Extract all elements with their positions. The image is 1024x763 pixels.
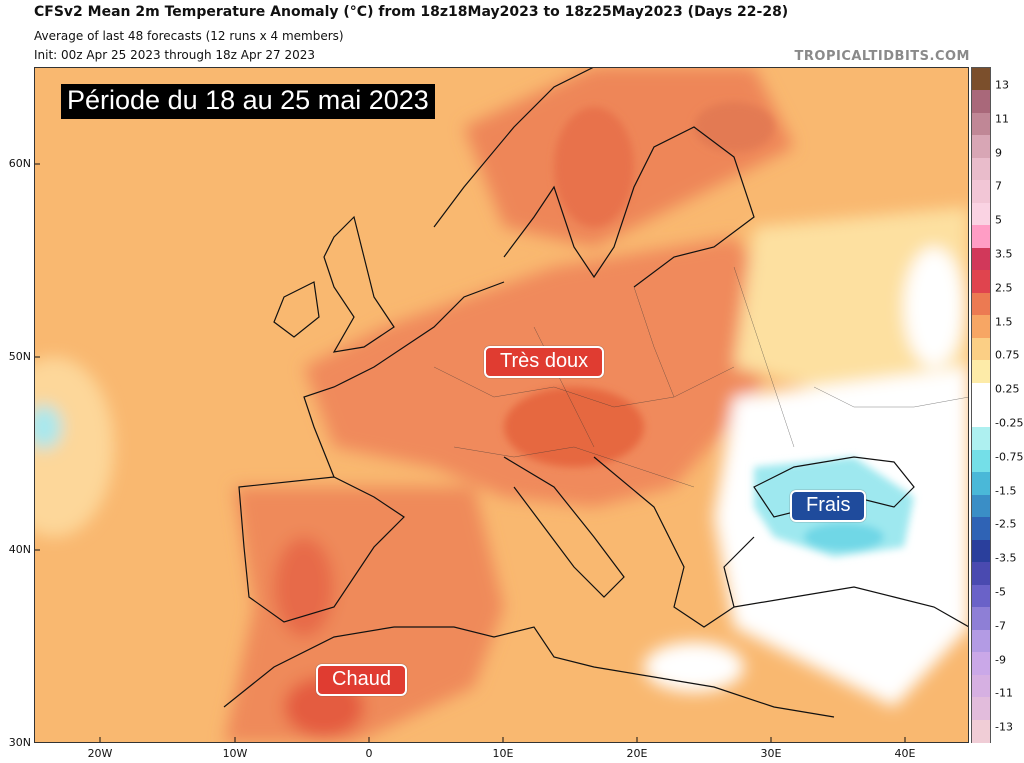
colorbar-segment xyxy=(972,607,990,631)
colorbar-segment xyxy=(972,315,990,339)
colorbar-label: 9 xyxy=(995,146,1002,160)
label-frais: Frais xyxy=(790,490,867,522)
lat-label-30n: 30N xyxy=(8,736,31,749)
colorbar-label: 11 xyxy=(995,112,1009,126)
coast-balkans xyxy=(593,456,755,628)
colorbar-label: -9 xyxy=(995,653,1006,667)
colorbar-segment xyxy=(972,247,990,271)
border-line-2 xyxy=(453,446,695,488)
colorbar-segment xyxy=(972,674,990,698)
lon-label-10w: 10W xyxy=(222,747,248,760)
lon-label-20w: 20W xyxy=(87,747,113,760)
label-chaud: Chaud xyxy=(316,664,407,696)
map-subtitle-init: Init: 00z Apr 25 2023 through 18z Apr 27… xyxy=(34,48,315,62)
lon-label-0: 0 xyxy=(365,747,373,760)
colorbar-segment xyxy=(972,697,990,721)
lon-label-30e: 30E xyxy=(760,747,782,760)
colorbar-segment xyxy=(972,427,990,451)
map-frame xyxy=(34,67,969,743)
colorbar-segment xyxy=(972,337,990,361)
colorbar-label: -7 xyxy=(995,619,1006,633)
neutral-east-spot xyxy=(904,247,964,367)
colorbar-label: 13 xyxy=(995,78,1009,92)
colorbar-label: -0.25 xyxy=(995,416,1024,430)
colorbar-segment xyxy=(972,405,990,428)
border-line-4 xyxy=(633,286,675,398)
colorbar-segment xyxy=(972,472,990,496)
cool-atlantic-spot xyxy=(34,405,62,449)
period-banner: Période du 18 au 25 mai 2023 xyxy=(61,84,435,119)
colorbar-label: 2.5 xyxy=(995,281,1013,295)
colorbar-segment xyxy=(972,68,990,91)
colorbar-label: 0.75 xyxy=(995,348,1020,362)
map-title: CFSv2 Mean 2m Temperature Anomaly (°C) f… xyxy=(34,4,789,20)
hot-finland-spot xyxy=(694,102,774,152)
colorbar-segment xyxy=(972,652,990,676)
colorbar-segment xyxy=(972,719,990,743)
colorbar-segment xyxy=(972,584,990,608)
colorbar-label: -11 xyxy=(995,686,1013,700)
map-subtitle-forecasts: Average of last 48 forecasts (12 runs x … xyxy=(34,29,344,43)
border-line-5 xyxy=(733,266,795,448)
colorbar-segment xyxy=(972,494,990,518)
hot-sweden-spot xyxy=(554,107,634,227)
lon-label-20e: 20E xyxy=(626,747,648,760)
coastlines xyxy=(223,67,969,718)
colorbar xyxy=(971,67,991,743)
colorbar-segment xyxy=(972,517,990,541)
lat-label-40n: 40N xyxy=(8,543,31,556)
lat-label-60n: 60N xyxy=(8,157,31,170)
coast-ireland xyxy=(273,281,320,338)
coast-italy xyxy=(503,456,625,598)
coast-north-africa xyxy=(223,626,835,718)
colorbar-segment xyxy=(972,270,990,294)
colorbar-segment xyxy=(972,135,990,159)
hot-central-europe-spot xyxy=(504,387,644,467)
colorbar-label: -13 xyxy=(995,720,1013,734)
pale-atlantic-area xyxy=(34,357,114,537)
border-line-1 xyxy=(433,366,735,408)
colorbar-segment xyxy=(972,360,990,384)
colorbar-segment xyxy=(972,157,990,181)
colorbar-segment xyxy=(972,112,990,136)
borders xyxy=(433,266,969,488)
colorbar-segment xyxy=(972,562,990,586)
border-line-6 xyxy=(813,386,969,408)
colorbar-segment xyxy=(972,539,990,563)
credit-watermark: TROPICALTIDBITS.COM xyxy=(794,49,970,64)
label-tres-doux: Très doux xyxy=(484,346,605,378)
cool-core-spot xyxy=(804,523,884,551)
colorbar-label: -2.5 xyxy=(995,517,1017,531)
colorbar-segment xyxy=(972,449,990,473)
coast-iberia xyxy=(238,476,405,623)
colorbar-segment xyxy=(972,292,990,316)
colorbar-label: 3.5 xyxy=(995,247,1013,261)
colorbar-label: -0.75 xyxy=(995,450,1024,464)
lon-label-10e: 10E xyxy=(492,747,514,760)
colorbar-label: 5 xyxy=(995,213,1002,227)
colorbar-label: 7 xyxy=(995,179,1002,193)
colorbar-segment xyxy=(972,180,990,204)
colorbar-label: -1.5 xyxy=(995,484,1017,498)
colorbar-segment xyxy=(972,629,990,653)
lat-label-50n: 50N xyxy=(8,350,31,363)
neutral-mediterranean-area xyxy=(644,642,744,692)
colorbar-segment xyxy=(972,202,990,226)
coast-france xyxy=(303,281,505,478)
lon-label-40e: 40E xyxy=(894,747,916,760)
light-east-area xyxy=(734,207,969,397)
colorbar-label: 0.25 xyxy=(995,382,1020,396)
colorbar-segment xyxy=(972,382,990,406)
coast-britain xyxy=(323,215,395,353)
colorbar-label: -3.5 xyxy=(995,551,1017,565)
coast-turkey xyxy=(733,586,969,628)
colorbar-segment xyxy=(972,90,990,114)
map-canvas xyxy=(34,67,969,743)
colorbar-segment xyxy=(972,225,990,249)
colorbar-label: -5 xyxy=(995,585,1006,599)
anomaly-map xyxy=(34,67,969,743)
colorbar-label: 1.5 xyxy=(995,315,1013,329)
coast-scandinavia xyxy=(433,67,755,288)
